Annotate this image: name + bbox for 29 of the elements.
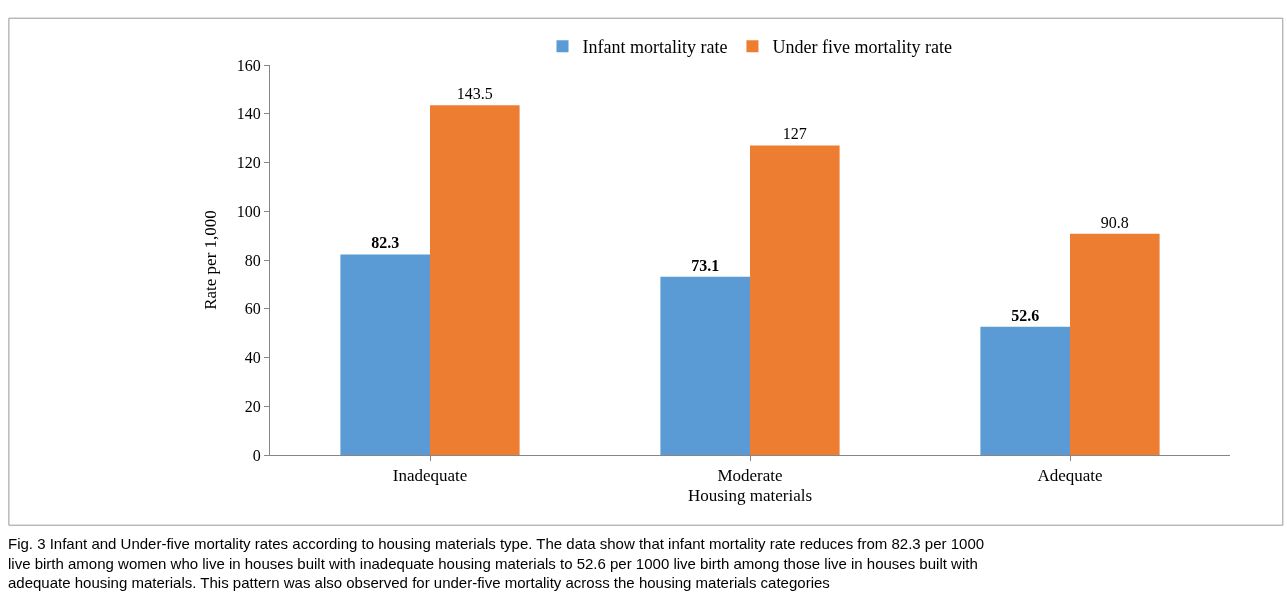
data-label: 52.6	[1011, 306, 1040, 324]
bar	[430, 105, 520, 455]
y-tick-label: 100	[236, 202, 261, 220]
legend-label: Under five mortality rate	[772, 37, 952, 58]
x-tick-label: Adequate	[1037, 466, 1103, 486]
data-label: 90.8	[1100, 213, 1129, 231]
x-tick-label: Moderate	[717, 466, 783, 486]
legend-label: Infant mortality rate	[582, 37, 728, 58]
bar	[660, 276, 750, 455]
y-tick-label: 80	[244, 251, 261, 269]
bar	[750, 145, 840, 455]
y-tick-label: 0	[252, 446, 261, 464]
bar	[340, 254, 430, 455]
data-label: 143.5	[456, 85, 493, 103]
bar	[980, 326, 1070, 455]
y-tick-label: 140	[236, 105, 261, 123]
y-tick-label: 60	[244, 300, 261, 318]
y-tick-label: 160	[236, 56, 261, 74]
y-axis-title: Rate per 1,000	[201, 210, 221, 310]
x-tick-label: Inadequate	[392, 466, 468, 486]
y-tick-label: 40	[244, 349, 261, 367]
y-tick-label: 120	[236, 154, 261, 172]
data-label: 73.1	[691, 256, 720, 274]
x-axis-title: Housing materials	[687, 485, 813, 505]
data-label: 82.3	[371, 234, 400, 252]
data-label: 127	[782, 125, 807, 143]
caption: Fig. 3 Infant and Under-five mortality rates according to housing materials type. The data show that infant mortality rate reduces from 82.3 per 1000 live birth among women who live in houses built with inadequate housing materials to 52.6 per 1000 live birth among those live in houses built with adequate housing materials. This pattern was also observed for under-five mortality across the housing materials categories	[8, 535, 985, 591]
y-tick-label: 20	[244, 397, 261, 415]
bar	[1070, 233, 1160, 455]
